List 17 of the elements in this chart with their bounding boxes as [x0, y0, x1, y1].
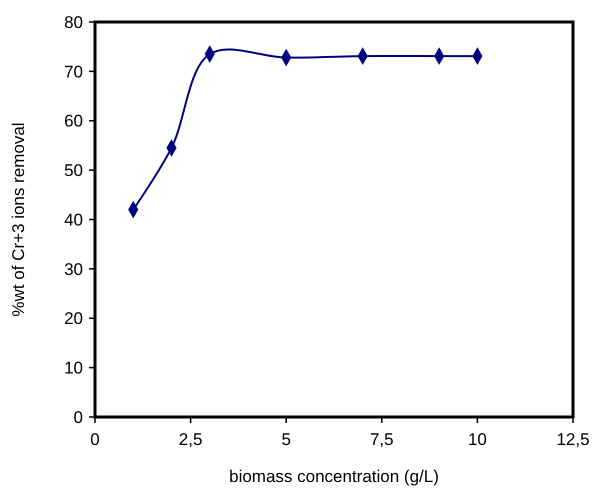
y-tick-label: 50: [64, 161, 83, 180]
y-tick-label: 70: [64, 62, 83, 82]
y-tick-label: 60: [64, 112, 83, 131]
x-tick-label: 0: [90, 430, 100, 449]
x-tick-label: 10: [468, 430, 487, 449]
x-tick-label: 2,5: [178, 430, 202, 449]
y-tick-label: 10: [64, 358, 83, 378]
y-tick-label: 20: [64, 309, 83, 328]
y-tick-label: 40: [64, 210, 83, 230]
y-tick-label: 0: [74, 408, 83, 427]
y-tick-label: 30: [64, 260, 83, 279]
x-tick-label: 5: [281, 430, 291, 449]
x-axis-title: biomass concentration (g/L): [229, 467, 439, 486]
y-axis-title: %wt of Cr+3 ions removal: [9, 122, 28, 317]
x-tick-label: 12,5: [556, 430, 590, 449]
x-tick-label: 7,5: [370, 430, 394, 449]
y-tick-label: 80: [64, 12, 83, 32]
